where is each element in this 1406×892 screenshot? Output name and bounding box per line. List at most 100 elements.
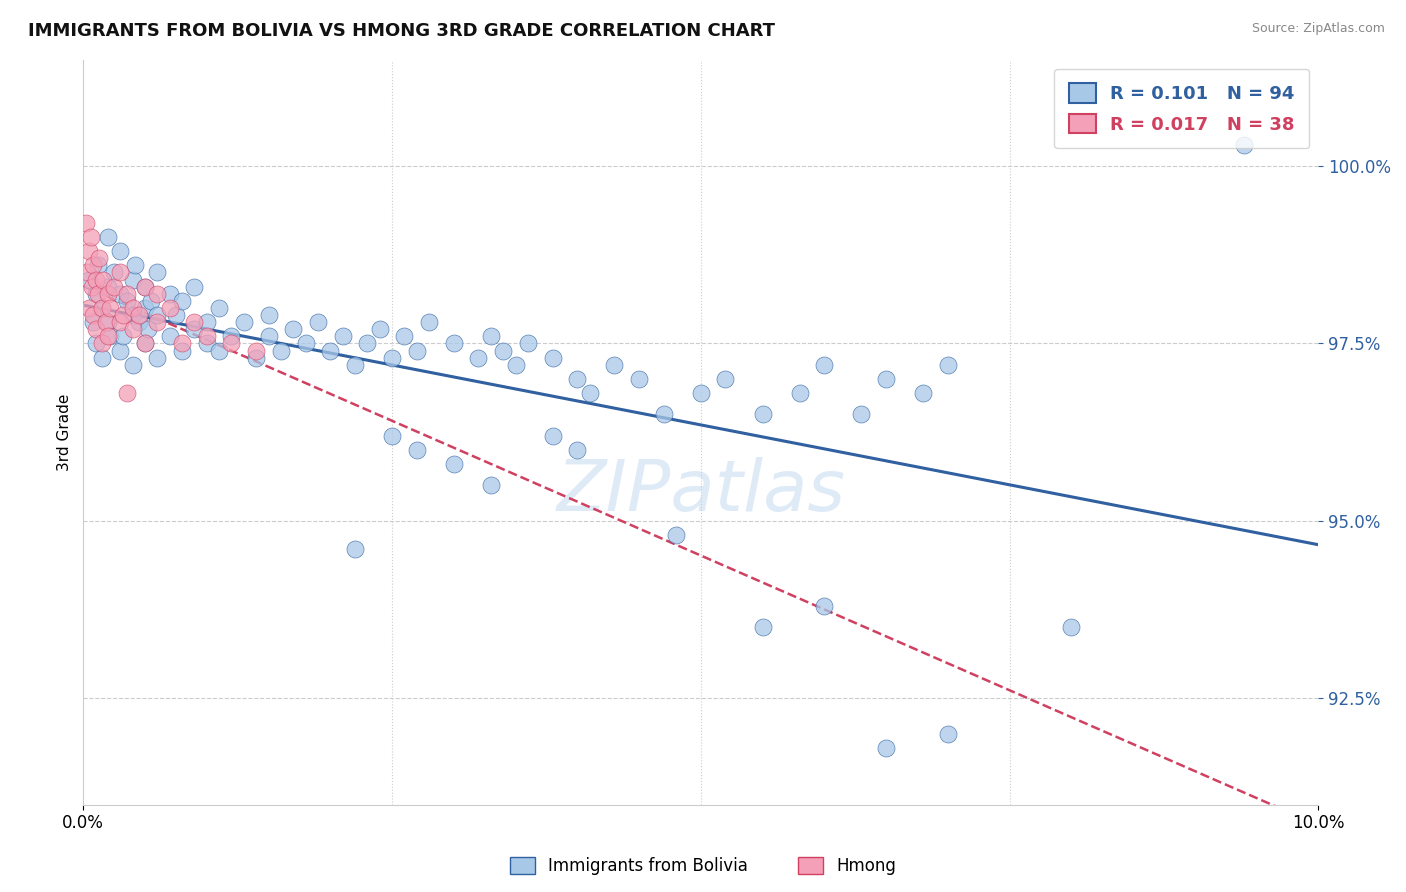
Point xyxy=(134,279,156,293)
Point xyxy=(221,329,243,343)
Point xyxy=(134,336,156,351)
Point xyxy=(183,322,205,336)
Point xyxy=(97,315,120,329)
Point xyxy=(813,599,835,613)
Point xyxy=(183,279,205,293)
Point xyxy=(146,315,169,329)
Point xyxy=(146,308,169,322)
Point xyxy=(84,272,107,286)
Point xyxy=(245,351,267,365)
Point xyxy=(84,286,107,301)
Point xyxy=(405,442,427,457)
Point xyxy=(76,265,98,279)
Point xyxy=(134,301,156,315)
Text: IMMIGRANTS FROM BOLIVIA VS HMONG 3RD GRADE CORRELATION CHART: IMMIGRANTS FROM BOLIVIA VS HMONG 3RD GRA… xyxy=(28,22,775,40)
Point xyxy=(103,279,125,293)
Point xyxy=(75,216,97,230)
Point xyxy=(141,293,163,308)
Point xyxy=(257,308,280,322)
Point xyxy=(751,620,773,634)
Point xyxy=(111,329,134,343)
Point xyxy=(343,542,366,557)
Text: Source: ZipAtlas.com: Source: ZipAtlas.com xyxy=(1251,22,1385,36)
Point xyxy=(90,301,112,315)
Point xyxy=(87,259,110,273)
Point xyxy=(492,343,515,358)
Point xyxy=(82,308,104,322)
Point xyxy=(332,329,354,343)
Point xyxy=(936,358,959,372)
Point xyxy=(381,428,404,442)
Point xyxy=(82,259,104,273)
Point xyxy=(159,329,181,343)
Point xyxy=(90,301,112,315)
Point xyxy=(505,358,527,372)
Point xyxy=(146,265,169,279)
Legend: R = 0.101   N = 94, R = 0.017   N = 38: R = 0.101 N = 94, R = 0.017 N = 38 xyxy=(1054,69,1309,148)
Point xyxy=(567,442,589,457)
Point xyxy=(80,230,103,244)
Point xyxy=(208,343,231,358)
Point xyxy=(652,408,675,422)
Point xyxy=(121,358,143,372)
Point xyxy=(356,336,378,351)
Point xyxy=(319,343,342,358)
Point xyxy=(516,336,538,351)
Point xyxy=(467,351,489,365)
Point xyxy=(124,259,146,273)
Point xyxy=(121,272,143,286)
Point xyxy=(567,372,589,386)
Point xyxy=(394,329,416,343)
Point xyxy=(257,329,280,343)
Point xyxy=(115,386,138,401)
Point xyxy=(875,740,897,755)
Point xyxy=(751,408,773,422)
Point xyxy=(221,336,243,351)
Point xyxy=(195,336,218,351)
Point xyxy=(159,286,181,301)
Point xyxy=(121,308,143,322)
Point xyxy=(603,358,626,372)
Point xyxy=(103,265,125,279)
Point xyxy=(128,308,150,322)
Point xyxy=(851,408,873,422)
Point xyxy=(134,279,156,293)
Point xyxy=(418,315,440,329)
Point xyxy=(541,351,564,365)
Point xyxy=(100,329,122,343)
Point xyxy=(110,315,132,329)
Point xyxy=(159,301,181,315)
Point xyxy=(87,286,110,301)
Point xyxy=(307,315,329,329)
Point xyxy=(172,336,194,351)
Point xyxy=(79,244,101,259)
Point xyxy=(165,308,187,322)
Point xyxy=(813,358,835,372)
Point xyxy=(443,457,465,471)
Text: ZIPatlas: ZIPatlas xyxy=(557,458,845,526)
Point xyxy=(121,322,143,336)
Point xyxy=(665,528,688,542)
Point xyxy=(110,343,132,358)
Point xyxy=(110,265,132,279)
Point xyxy=(1060,620,1083,634)
Point xyxy=(195,315,218,329)
Point xyxy=(82,315,104,329)
Point xyxy=(134,336,156,351)
Point xyxy=(541,428,564,442)
Point xyxy=(245,343,267,358)
Point xyxy=(789,386,811,401)
Point xyxy=(97,279,120,293)
Point xyxy=(84,322,107,336)
Point xyxy=(97,230,120,244)
Point xyxy=(136,322,159,336)
Point xyxy=(479,478,502,492)
Point xyxy=(97,286,120,301)
Point xyxy=(1233,137,1256,152)
Point xyxy=(90,336,112,351)
Point xyxy=(90,351,112,365)
Point xyxy=(294,336,316,351)
Point xyxy=(110,286,132,301)
Point xyxy=(79,272,101,286)
Point xyxy=(121,301,143,315)
